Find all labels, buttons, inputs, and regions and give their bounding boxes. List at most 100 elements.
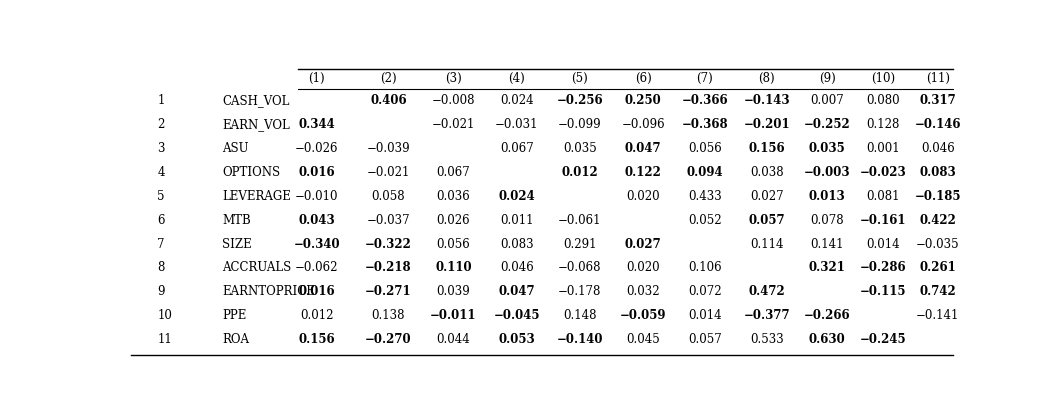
Text: 7: 7 [158, 237, 165, 251]
Text: 0.013: 0.013 [808, 190, 845, 203]
Text: −0.322: −0.322 [365, 237, 412, 251]
Text: −0.256: −0.256 [556, 94, 603, 107]
Text: 3: 3 [158, 142, 165, 155]
Text: OPTIONS: OPTIONS [223, 166, 280, 179]
Text: −0.031: −0.031 [496, 118, 539, 131]
Text: 0.406: 0.406 [370, 94, 406, 107]
Text: −0.062: −0.062 [295, 262, 338, 275]
Text: 0.020: 0.020 [626, 262, 659, 275]
Text: 0.035: 0.035 [808, 142, 845, 155]
Text: 0.433: 0.433 [688, 190, 721, 203]
Text: (1): (1) [309, 72, 326, 84]
Text: −0.003: −0.003 [803, 166, 850, 179]
Text: 0.056: 0.056 [437, 237, 470, 251]
Text: 0.053: 0.053 [499, 333, 536, 346]
Text: 0.472: 0.472 [749, 285, 785, 298]
Text: 0.036: 0.036 [437, 190, 470, 203]
Text: 0.344: 0.344 [298, 118, 335, 131]
Text: 0.038: 0.038 [750, 166, 783, 179]
Text: −0.140: −0.140 [556, 333, 603, 346]
Text: LEVERAGE: LEVERAGE [223, 190, 291, 203]
Text: −0.023: −0.023 [860, 166, 906, 179]
Text: −0.010: −0.010 [295, 190, 338, 203]
Text: −0.021: −0.021 [366, 166, 411, 179]
Text: 0.014: 0.014 [866, 237, 900, 251]
Text: 9: 9 [158, 285, 165, 298]
Text: 0.072: 0.072 [688, 285, 721, 298]
Text: 4: 4 [158, 166, 165, 179]
Text: (3): (3) [445, 72, 462, 84]
Text: 0.035: 0.035 [563, 142, 596, 155]
Text: 0.094: 0.094 [687, 166, 723, 179]
Text: (5): (5) [571, 72, 588, 84]
Text: −0.266: −0.266 [803, 309, 850, 322]
Text: −0.037: −0.037 [366, 214, 411, 227]
Text: −0.021: −0.021 [432, 118, 476, 131]
Text: 0.148: 0.148 [563, 309, 596, 322]
Text: 0.057: 0.057 [688, 333, 721, 346]
Text: (10): (10) [872, 72, 896, 84]
Text: −0.011: −0.011 [430, 309, 477, 322]
Text: −0.271: −0.271 [365, 285, 412, 298]
Text: −0.161: −0.161 [860, 214, 906, 227]
Text: ASU: ASU [223, 142, 249, 155]
Text: 0.014: 0.014 [688, 309, 721, 322]
Text: −0.035: −0.035 [916, 237, 960, 251]
Text: 0.045: 0.045 [626, 333, 660, 346]
Text: 0.007: 0.007 [811, 94, 844, 107]
Text: −0.026: −0.026 [295, 142, 338, 155]
Text: 0.321: 0.321 [808, 262, 845, 275]
Text: 0.032: 0.032 [626, 285, 659, 298]
Text: (6): (6) [634, 72, 651, 84]
Text: 0.046: 0.046 [500, 262, 533, 275]
Text: 0.083: 0.083 [500, 237, 533, 251]
Text: −0.270: −0.270 [365, 333, 412, 346]
Text: 0.261: 0.261 [920, 262, 957, 275]
Text: 0.043: 0.043 [298, 214, 335, 227]
Text: 0.052: 0.052 [688, 214, 721, 227]
Text: 0.024: 0.024 [500, 94, 533, 107]
Text: 0.012: 0.012 [562, 166, 598, 179]
Text: CASH_VOL: CASH_VOL [223, 94, 290, 107]
Text: 0.011: 0.011 [500, 214, 533, 227]
Text: SIZE: SIZE [223, 237, 252, 251]
Text: 0.156: 0.156 [749, 142, 785, 155]
Text: (11): (11) [926, 72, 949, 84]
Text: 0.291: 0.291 [563, 237, 596, 251]
Text: 0.047: 0.047 [499, 285, 536, 298]
Text: −0.252: −0.252 [803, 118, 850, 131]
Text: 0.001: 0.001 [866, 142, 900, 155]
Text: −0.185: −0.185 [915, 190, 961, 203]
Text: 0.533: 0.533 [750, 333, 783, 346]
Text: 0.317: 0.317 [920, 94, 957, 107]
Text: EARN_VOL: EARN_VOL [223, 118, 290, 131]
Text: (8): (8) [758, 72, 775, 84]
Text: −0.146: −0.146 [915, 118, 961, 131]
Text: 0.078: 0.078 [811, 214, 844, 227]
Text: ROA: ROA [223, 333, 250, 346]
Text: 0.016: 0.016 [298, 285, 335, 298]
Text: 1: 1 [158, 94, 165, 107]
Text: 0.024: 0.024 [499, 190, 536, 203]
Text: −0.245: −0.245 [860, 333, 906, 346]
Text: 0.047: 0.047 [625, 142, 662, 155]
Text: −0.061: −0.061 [558, 214, 602, 227]
Text: 0.046: 0.046 [921, 142, 954, 155]
Text: 0.138: 0.138 [372, 309, 405, 322]
Text: 5: 5 [158, 190, 165, 203]
Text: 11: 11 [158, 333, 172, 346]
Text: ACCRUALS: ACCRUALS [223, 262, 292, 275]
Text: −0.143: −0.143 [743, 94, 790, 107]
Text: 0.114: 0.114 [750, 237, 783, 251]
Text: 0.080: 0.080 [866, 94, 900, 107]
Text: −0.201: −0.201 [743, 118, 790, 131]
Text: 0.128: 0.128 [866, 118, 900, 131]
Text: −0.008: −0.008 [432, 94, 476, 107]
Text: 0.026: 0.026 [437, 214, 470, 227]
Text: 0.630: 0.630 [808, 333, 845, 346]
Text: −0.059: −0.059 [620, 309, 667, 322]
Text: 0.057: 0.057 [749, 214, 785, 227]
Text: EARNTOPRICE: EARNTOPRICE [223, 285, 315, 298]
Text: −0.039: −0.039 [366, 142, 411, 155]
Text: −0.368: −0.368 [681, 118, 729, 131]
